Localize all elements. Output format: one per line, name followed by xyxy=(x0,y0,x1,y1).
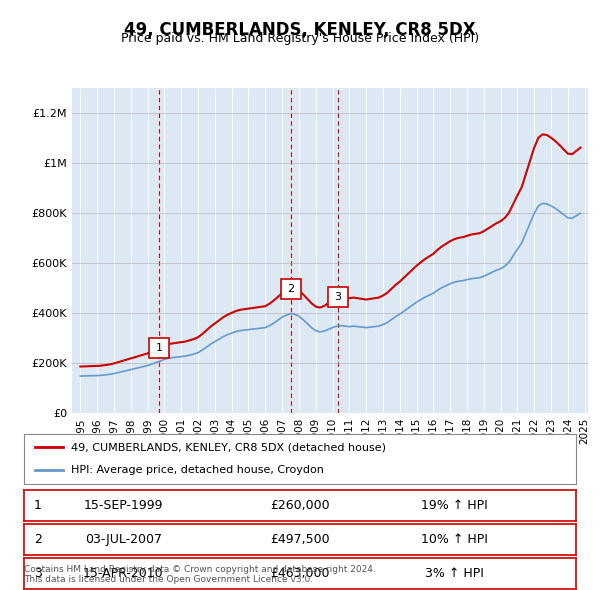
Text: Contains HM Land Registry data © Crown copyright and database right 2024.
This d: Contains HM Land Registry data © Crown c… xyxy=(24,565,376,584)
Text: £260,000: £260,000 xyxy=(270,499,330,512)
Text: £497,500: £497,500 xyxy=(270,533,330,546)
Text: 3% ↑ HPI: 3% ↑ HPI xyxy=(425,567,484,581)
Text: Price paid vs. HM Land Registry's House Price Index (HPI): Price paid vs. HM Land Registry's House … xyxy=(121,32,479,45)
Text: 03-JUL-2007: 03-JUL-2007 xyxy=(85,533,162,546)
Text: 19% ↑ HPI: 19% ↑ HPI xyxy=(421,499,488,512)
Text: £463,000: £463,000 xyxy=(270,567,330,581)
Text: 49, CUMBERLANDS, KENLEY, CR8 5DX (detached house): 49, CUMBERLANDS, KENLEY, CR8 5DX (detach… xyxy=(71,442,386,452)
Text: 10% ↑ HPI: 10% ↑ HPI xyxy=(421,533,488,546)
Text: 15-SEP-1999: 15-SEP-1999 xyxy=(83,499,163,512)
Text: 15-APR-2010: 15-APR-2010 xyxy=(83,567,164,581)
Text: 2: 2 xyxy=(34,533,42,546)
Text: 3: 3 xyxy=(34,567,42,581)
Text: 3: 3 xyxy=(334,293,341,303)
Text: 1: 1 xyxy=(156,343,163,353)
Text: HPI: Average price, detached house, Croydon: HPI: Average price, detached house, Croy… xyxy=(71,466,324,476)
Text: 49, CUMBERLANDS, KENLEY, CR8 5DX: 49, CUMBERLANDS, KENLEY, CR8 5DX xyxy=(124,21,476,39)
Text: 1: 1 xyxy=(34,499,42,512)
Text: 2: 2 xyxy=(287,284,294,294)
